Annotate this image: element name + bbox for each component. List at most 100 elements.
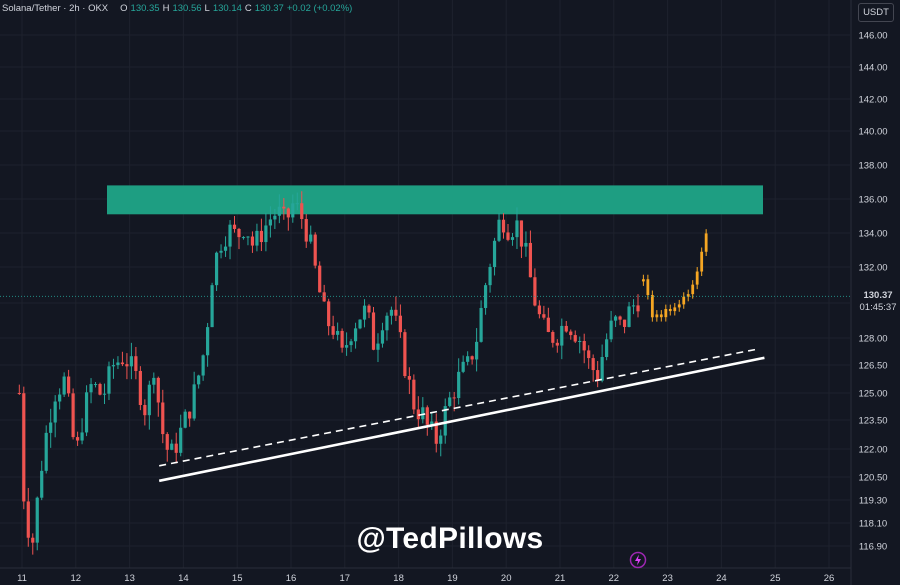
candle-body	[524, 242, 528, 247]
candle-body	[497, 219, 501, 241]
price-tick-label: 120.50	[858, 473, 887, 484]
candle-body	[241, 237, 246, 239]
candle-body	[53, 401, 57, 423]
candle-body	[246, 236, 250, 238]
time-tick-label: 23	[662, 573, 673, 584]
time-tick-label: 17	[340, 573, 351, 584]
time-tick-label: 24	[716, 573, 727, 584]
price-tick-label: 116.90	[859, 542, 887, 553]
candle-body	[255, 230, 259, 246]
candle-body	[232, 224, 237, 229]
candle-body	[304, 219, 308, 242]
candle-body	[197, 375, 201, 385]
candle-body	[129, 356, 133, 367]
projection-body	[686, 294, 690, 297]
candle-body	[389, 309, 394, 316]
high-label: H	[162, 3, 170, 14]
candle-body	[448, 397, 452, 407]
candle-body	[551, 331, 555, 343]
candle-body	[564, 325, 568, 332]
candle-body	[300, 203, 304, 220]
candle-body	[309, 234, 313, 242]
candle-body	[573, 335, 577, 342]
candle-body	[344, 345, 349, 348]
projection-body	[695, 271, 699, 285]
price-tick-label: 136.00	[858, 195, 887, 206]
candle-body	[353, 328, 358, 342]
candle-body	[443, 406, 447, 436]
current-price-value: 130.37	[863, 290, 893, 301]
time-tick-label: 16	[286, 573, 297, 584]
price-tick-label: 125.00	[858, 389, 887, 400]
candle-body	[44, 432, 48, 471]
price-tick-label: 128.00	[858, 334, 887, 345]
time-tick-label: 18	[393, 573, 404, 584]
candle-body	[452, 397, 456, 399]
candle-body	[17, 393, 21, 394]
candle-body	[475, 341, 479, 360]
price-tick-label: 144.00	[858, 63, 887, 74]
candle-body	[461, 361, 465, 372]
price-tick-label: 122.00	[858, 445, 887, 456]
time-tick-label: 12	[71, 573, 82, 584]
candle-body	[134, 356, 138, 371]
price-tick-label: 123.50	[858, 416, 887, 427]
candle-body	[412, 379, 416, 410]
candle-body	[636, 305, 640, 312]
candle-body	[147, 384, 151, 416]
candle-body	[210, 285, 214, 328]
candle-body	[385, 315, 389, 331]
symbol-header: Solana/Tether · 2h · OKX O 130.35 H 130.56…	[2, 3, 352, 14]
bar-countdown: 01:45:37	[859, 302, 897, 313]
candle-body	[560, 325, 564, 346]
projection-body	[646, 279, 650, 296]
projection-body	[664, 308, 668, 318]
candle-body	[569, 331, 573, 336]
candle-body	[268, 219, 272, 226]
candle-body	[336, 330, 340, 335]
currency-button[interactable]: USDT	[858, 3, 894, 22]
trendlines	[158, 348, 765, 483]
candle-body	[600, 356, 604, 381]
candle-body	[613, 316, 618, 321]
candle-body	[591, 358, 595, 371]
time-tick-label: 21	[555, 573, 566, 584]
candle-body	[58, 394, 62, 402]
candle-body	[89, 384, 93, 393]
candle-body	[201, 355, 205, 376]
close-value: 130.37	[254, 3, 284, 14]
candle-body	[259, 230, 264, 243]
resistance-zone	[107, 185, 763, 215]
candle-body	[380, 330, 385, 344]
candle-body	[501, 219, 506, 233]
time-axis[interactable]: 11 12 13 14 15 16 17 18 19 20 21 22 23 24 25 26	[0, 567, 851, 584]
projection-body	[682, 296, 686, 305]
symbol-title: Solana/Tether · 2h · OKX	[2, 3, 109, 14]
low-label: L	[204, 3, 210, 14]
candle-body	[223, 246, 228, 251]
candle-body	[286, 208, 290, 218]
support-trendline	[158, 356, 765, 483]
candle-body	[515, 220, 519, 238]
candle-body	[587, 350, 591, 359]
candle-body	[533, 277, 537, 306]
lightning-icon[interactable]	[629, 551, 647, 569]
price-tick-label: 140.00	[858, 127, 887, 138]
candle-body	[439, 435, 443, 444]
time-tick-label: 25	[770, 573, 781, 584]
candle-body	[282, 206, 286, 209]
candle-body	[93, 384, 98, 386]
candle-body	[479, 307, 483, 342]
candle-body	[295, 203, 299, 205]
price-tick-label: 142.00	[858, 95, 887, 106]
projection-body	[668, 308, 672, 312]
candle-body	[506, 232, 510, 240]
candle-body	[519, 220, 524, 247]
change-value: +0.02 (+0.02%)	[286, 3, 353, 14]
candle-body	[183, 411, 187, 428]
candle-body	[596, 370, 600, 381]
candle-body	[457, 371, 461, 399]
candle-body	[174, 443, 178, 453]
candle-body	[214, 252, 219, 286]
